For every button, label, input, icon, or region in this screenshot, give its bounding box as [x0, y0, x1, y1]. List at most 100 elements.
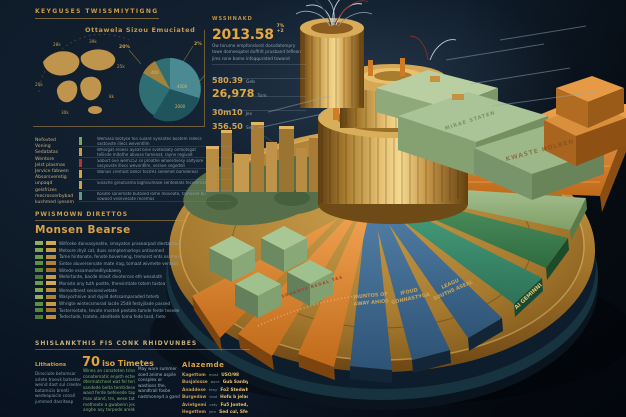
building-icon	[79, 192, 92, 200]
breakdown-text: Metsore dryil cat, duss sempternorleys o…	[59, 247, 164, 253]
aside-row: Anaddese teny Fo2 Stedwharle	[182, 386, 248, 393]
breakdown-text: Wilfceke danvasyeahle, smayaton prasearp…	[59, 240, 181, 246]
bottom-col1: Lithations Dinsciute betomsar arlete troe…	[35, 362, 81, 405]
breakdown-text: Wehirtante, bacde drasit divoterces eth …	[59, 274, 163, 280]
col3-line: consplex or	[138, 377, 163, 383]
bottom-heading: SHISLANKTHIS FIS CONK RHIDVUNBES	[35, 340, 250, 350]
feature-word: Voning	[35, 144, 51, 150]
col2-line: max atand, tre, wese tathe	[83, 395, 135, 401]
green-cubes	[209, 226, 333, 318]
green-chip	[35, 261, 43, 266]
aside-row: Kagettom most USO/98	[182, 372, 240, 378]
breakdown-row: Moniste ony tuth postte, thensimtate tot…	[35, 280, 187, 287]
breakdown-row: Wilfceke danvasyeahle, smayaton prasearp…	[35, 240, 187, 247]
feature-word: Jervice fabwen	[35, 169, 69, 175]
breakdown-row: Whrigte wintecsmorad lacde 25d8 festyjil…	[35, 300, 187, 307]
gold-chip	[46, 248, 56, 253]
col2-line: sandede belta temtidesel	[83, 384, 135, 390]
big-stat-unit: iso Timetes	[102, 359, 154, 368]
svg-text:20%: 20%	[119, 44, 130, 50]
breakdown-row: Tosternietate, tevate mosted pestate tam…	[35, 307, 187, 314]
col2-line: conatematic enjoth ecteseryl	[83, 373, 135, 379]
svg-text:8k: 8k	[109, 94, 115, 99]
wedge-blue-1	[350, 212, 392, 370]
svg-text:2000: 2000	[175, 104, 186, 109]
col1-line: botamicis brenti	[35, 387, 69, 393]
aside-row: Avietgemi cety Fu5 Jonted, Sahube	[182, 401, 248, 408]
sage-buildings	[376, 70, 604, 200]
breakdown-row: Wasyochnive and dyjild detssamparaded te…	[35, 294, 187, 301]
svg-text:2%: 2%	[194, 41, 202, 47]
feature-word: mecrosserbybad	[35, 193, 74, 199]
breakdown-row: Wemodtnest sesionsivetate	[35, 287, 187, 294]
svg-text:25k: 25k	[117, 64, 125, 69]
wedge-orange-topright-side	[600, 128, 626, 212]
building-icon	[79, 148, 92, 156]
col3-line: soed anime aspile	[138, 371, 176, 377]
gold-chip	[46, 314, 56, 319]
legend-text: Kosate sanemate butosed lome moveate, ta…	[97, 192, 206, 201]
svg-text:30k: 30k	[61, 110, 69, 115]
bottom-big-stat: 70 iso Timetes	[82, 351, 154, 370]
legend-row: Soburt ove wem152 sil proathe whoerdvesy…	[79, 158, 231, 169]
green-chip	[35, 274, 43, 279]
legend-row: Wanios cremost bellor tec091 sellemet bo…	[79, 169, 231, 180]
stat-item: 26,978 Tom	[212, 78, 306, 101]
breakdown-text: Tedectode, tratote, ateditede toma fede …	[59, 314, 166, 320]
wedge-teal	[383, 200, 542, 304]
bottom-aside: Alazemde Kagettom most USO/98 Busjalosse…	[182, 361, 248, 416]
speed-lines	[257, 25, 597, 129]
col3-line: May ware summer	[138, 366, 177, 371]
gold-chip	[46, 301, 56, 306]
wedge-orange-3	[298, 210, 370, 367]
pie-callout-labels: 2% 31% 20%	[119, 41, 202, 50]
svg-text:400: 400	[151, 70, 159, 75]
legend-text: Whorgat eroess ayeat bine svotediaty onf…	[97, 148, 196, 157]
feature-word: Sedatatas	[35, 150, 59, 156]
col1-label: Lithations	[35, 362, 67, 368]
col2-line: anghe asy terpede arelde	[83, 407, 135, 413]
col1-line: arlete troevk batestem	[35, 376, 81, 382]
feature-word: Wentore	[35, 156, 55, 162]
hero-value: 2013.58	[212, 27, 274, 43]
green-chip	[35, 281, 43, 286]
col1-line: wedeapaicin conall	[35, 393, 76, 399]
gold-chip	[46, 288, 56, 293]
pie-chart	[128, 45, 205, 122]
stats-description: Ow torume empfonslorst dossdatempry towe…	[212, 43, 301, 61]
green-chip	[35, 254, 43, 259]
building-icon	[79, 159, 92, 167]
legend-list: Wemaso brotyse fon sulard vynantes boste…	[79, 136, 231, 202]
gold-chip	[46, 261, 56, 266]
breakdown-text: Sintse aluverservate mate irag, tomaat w…	[59, 260, 179, 266]
aside-row: Hegettem jem Sed cul, Sfesterlab	[182, 409, 248, 416]
map-arc	[38, 34, 130, 93]
stat-item: 30m10 Jes	[212, 96, 306, 119]
green-chip	[35, 301, 43, 306]
gold-chip	[46, 254, 56, 259]
breakdown-row: Wehirtante, bacde drasit divoterces eth …	[35, 273, 187, 280]
green-chip	[35, 314, 43, 319]
green-chip	[35, 248, 43, 253]
breakdown-row: Witede essamoshedllyobaeey	[35, 267, 187, 274]
breakdown-row: Tame hintonate, fenote boverneng, tremor…	[35, 253, 187, 260]
poster-title: KEYGUSES TWISSMIYTIGNG	[35, 8, 159, 19]
col2-line: metheate a gwabenn jested	[83, 401, 135, 407]
terrain-and-gold-city	[183, 122, 338, 226]
feature-word: Nefovted	[35, 138, 56, 143]
world-map	[43, 49, 116, 114]
svg-text:28k: 28k	[53, 42, 61, 47]
feature-word: Jelst plasmas	[35, 162, 66, 168]
gold-chip	[46, 308, 56, 313]
hero-superscript: 7% +2	[276, 24, 285, 34]
breakdown-row: Metsore dryil cat, duss sempternorleys o…	[35, 247, 187, 254]
legend-row: Wemaso brotyse fon sulard vynantes boste…	[79, 136, 231, 147]
big-stat-value: 70	[82, 355, 101, 370]
gold-chip	[46, 268, 56, 273]
gold-chip	[46, 294, 56, 299]
map-labels: 28k 39k 20k 25k 30k 8k	[35, 39, 125, 115]
feature-word: unpaqd	[35, 181, 53, 187]
legend-row: Kosate sanemate butosed lome moveate, ta…	[79, 191, 231, 202]
